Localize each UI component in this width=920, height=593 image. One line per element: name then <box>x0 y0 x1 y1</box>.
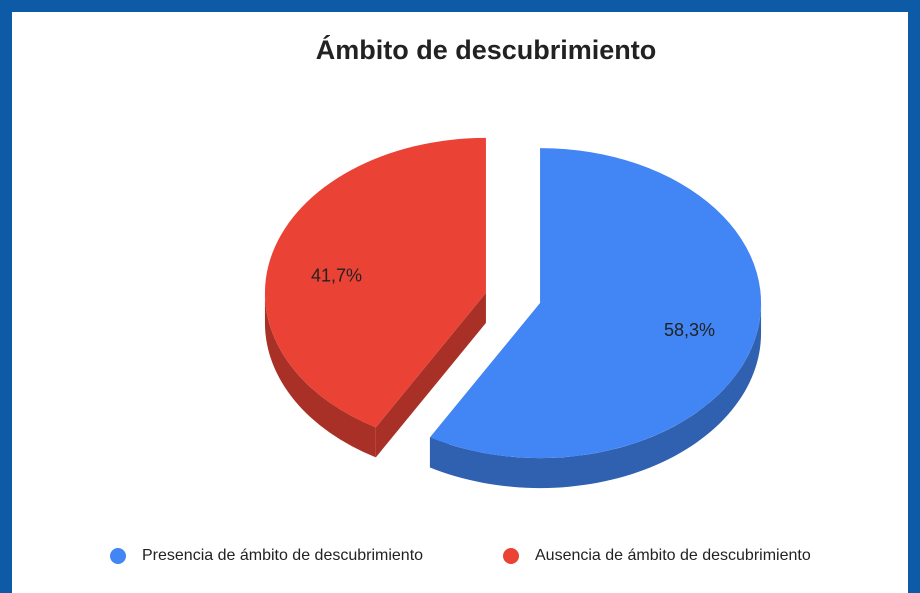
slice-label: 41,7% <box>311 266 362 286</box>
legend-marker <box>110 548 126 564</box>
legend-label: Ausencia de ámbito de descubrimiento <box>535 547 811 564</box>
slice-label: 58,3% <box>664 320 715 340</box>
slice <box>429 148 762 459</box>
slice-wall <box>375 292 486 458</box>
legend-marker <box>503 548 519 564</box>
slice <box>264 137 486 428</box>
slice-side <box>264 292 376 458</box>
chart-title: Ámbito de descubrimiento <box>316 34 657 65</box>
slice-side <box>429 303 762 489</box>
legend-label: Presencia de ámbito de descubrimiento <box>142 547 423 564</box>
